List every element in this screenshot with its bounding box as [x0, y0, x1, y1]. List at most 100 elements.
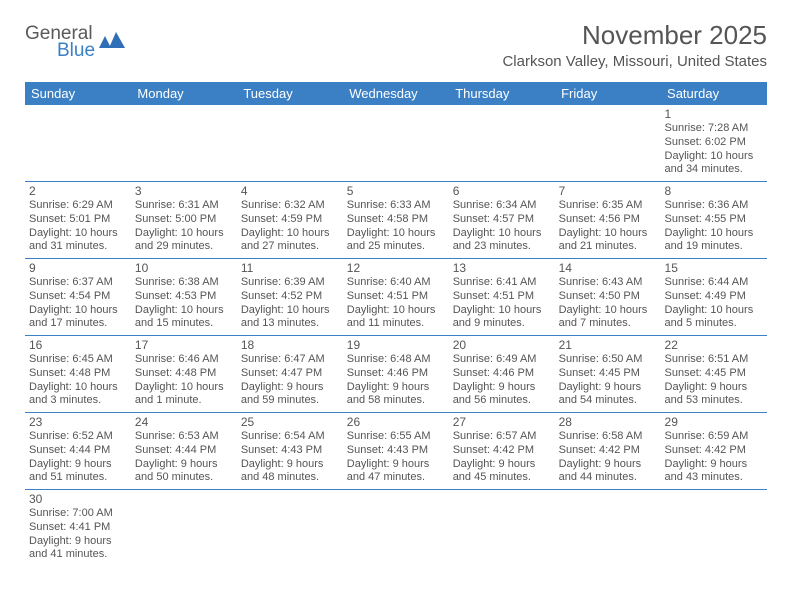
sunrise-text: Sunrise: 6:48 AM — [347, 353, 445, 367]
daylight-text: Daylight: 9 hours and 43 minutes. — [665, 458, 763, 486]
day-data: Sunrise: 6:34 AMSunset: 4:57 PMDaylight:… — [453, 199, 551, 254]
day-number: 19 — [347, 338, 445, 352]
daylight-text: Daylight: 10 hours and 23 minutes. — [453, 227, 551, 255]
calendar-cell: 12Sunrise: 6:40 AMSunset: 4:51 PMDayligh… — [343, 259, 449, 336]
calendar-cell — [555, 105, 661, 182]
calendar-cell: 10Sunrise: 6:38 AMSunset: 4:53 PMDayligh… — [131, 259, 237, 336]
day-number: 14 — [559, 261, 657, 275]
daylight-text: Daylight: 10 hours and 13 minutes. — [241, 304, 339, 332]
day-number: 15 — [665, 261, 763, 275]
sunset-text: Sunset: 4:43 PM — [347, 444, 445, 458]
sunrise-text: Sunrise: 7:28 AM — [665, 122, 763, 136]
sunset-text: Sunset: 5:00 PM — [135, 213, 233, 227]
sunrise-text: Sunrise: 6:31 AM — [135, 199, 233, 213]
day-data: Sunrise: 6:29 AMSunset: 5:01 PMDaylight:… — [29, 199, 127, 254]
sunset-text: Sunset: 4:57 PM — [453, 213, 551, 227]
day-data: Sunrise: 6:51 AMSunset: 4:45 PMDaylight:… — [665, 353, 763, 408]
daylight-text: Daylight: 10 hours and 19 minutes. — [665, 227, 763, 255]
daylight-text: Daylight: 10 hours and 9 minutes. — [453, 304, 551, 332]
day-data: Sunrise: 6:39 AMSunset: 4:52 PMDaylight:… — [241, 276, 339, 331]
calendar-cell: 21Sunrise: 6:50 AMSunset: 4:45 PMDayligh… — [555, 336, 661, 413]
daylight-text: Daylight: 10 hours and 17 minutes. — [29, 304, 127, 332]
calendar-cell: 24Sunrise: 6:53 AMSunset: 4:44 PMDayligh… — [131, 413, 237, 490]
brand-blue: Blue — [57, 41, 95, 60]
calendar-row: 16Sunrise: 6:45 AMSunset: 4:48 PMDayligh… — [25, 336, 767, 413]
sunrise-text: Sunrise: 6:47 AM — [241, 353, 339, 367]
calendar-cell: 29Sunrise: 6:59 AMSunset: 4:42 PMDayligh… — [661, 413, 767, 490]
calendar-cell: 26Sunrise: 6:55 AMSunset: 4:43 PMDayligh… — [343, 413, 449, 490]
calendar-cell — [343, 490, 449, 567]
sunset-text: Sunset: 4:50 PM — [559, 290, 657, 304]
sunset-text: Sunset: 4:43 PM — [241, 444, 339, 458]
sunset-text: Sunset: 4:46 PM — [347, 367, 445, 381]
daylight-text: Daylight: 10 hours and 29 minutes. — [135, 227, 233, 255]
sunrise-text: Sunrise: 6:33 AM — [347, 199, 445, 213]
weekday-header-row: Sunday Monday Tuesday Wednesday Thursday… — [25, 82, 767, 105]
calendar-row: 23Sunrise: 6:52 AMSunset: 4:44 PMDayligh… — [25, 413, 767, 490]
day-number: 27 — [453, 415, 551, 429]
daylight-text: Daylight: 10 hours and 25 minutes. — [347, 227, 445, 255]
day-data: Sunrise: 7:28 AMSunset: 6:02 PMDaylight:… — [665, 122, 763, 177]
sunset-text: Sunset: 4:45 PM — [559, 367, 657, 381]
calendar-cell — [131, 105, 237, 182]
day-data: Sunrise: 6:49 AMSunset: 4:46 PMDaylight:… — [453, 353, 551, 408]
calendar-cell: 14Sunrise: 6:43 AMSunset: 4:50 PMDayligh… — [555, 259, 661, 336]
daylight-text: Daylight: 10 hours and 31 minutes. — [29, 227, 127, 255]
weekday-header: Saturday — [661, 82, 767, 105]
sunset-text: Sunset: 4:55 PM — [665, 213, 763, 227]
sunset-text: Sunset: 4:47 PM — [241, 367, 339, 381]
sunset-text: Sunset: 4:51 PM — [347, 290, 445, 304]
calendar-cell — [449, 490, 555, 567]
day-data: Sunrise: 6:53 AMSunset: 4:44 PMDaylight:… — [135, 430, 233, 485]
daylight-text: Daylight: 9 hours and 48 minutes. — [241, 458, 339, 486]
calendar-cell — [449, 105, 555, 182]
sunset-text: Sunset: 4:54 PM — [29, 290, 127, 304]
sunset-text: Sunset: 4:42 PM — [453, 444, 551, 458]
calendar-cell: 25Sunrise: 6:54 AMSunset: 4:43 PMDayligh… — [237, 413, 343, 490]
calendar-cell — [237, 105, 343, 182]
day-number: 20 — [453, 338, 551, 352]
day-number: 7 — [559, 184, 657, 198]
calendar-cell: 19Sunrise: 6:48 AMSunset: 4:46 PMDayligh… — [343, 336, 449, 413]
day-number: 21 — [559, 338, 657, 352]
sunset-text: Sunset: 4:53 PM — [135, 290, 233, 304]
calendar-row: 30Sunrise: 7:00 AMSunset: 4:41 PMDayligh… — [25, 490, 767, 567]
sunset-text: Sunset: 6:02 PM — [665, 136, 763, 150]
sunrise-text: Sunrise: 6:29 AM — [29, 199, 127, 213]
sunset-text: Sunset: 4:48 PM — [135, 367, 233, 381]
calendar-cell — [25, 105, 131, 182]
calendar-cell — [343, 105, 449, 182]
weekday-header: Friday — [555, 82, 661, 105]
sunrise-text: Sunrise: 6:57 AM — [453, 430, 551, 444]
calendar-cell: 16Sunrise: 6:45 AMSunset: 4:48 PMDayligh… — [25, 336, 131, 413]
calendar-row: 2Sunrise: 6:29 AMSunset: 5:01 PMDaylight… — [25, 182, 767, 259]
sunrise-text: Sunrise: 6:44 AM — [665, 276, 763, 290]
calendar-cell: 9Sunrise: 6:37 AMSunset: 4:54 PMDaylight… — [25, 259, 131, 336]
calendar-cell: 5Sunrise: 6:33 AMSunset: 4:58 PMDaylight… — [343, 182, 449, 259]
calendar-cell: 8Sunrise: 6:36 AMSunset: 4:55 PMDaylight… — [661, 182, 767, 259]
day-number: 8 — [665, 184, 763, 198]
day-data: Sunrise: 6:58 AMSunset: 4:42 PMDaylight:… — [559, 430, 657, 485]
daylight-text: Daylight: 10 hours and 11 minutes. — [347, 304, 445, 332]
sunrise-text: Sunrise: 6:34 AM — [453, 199, 551, 213]
calendar-cell: 7Sunrise: 6:35 AMSunset: 4:56 PMDaylight… — [555, 182, 661, 259]
day-data: Sunrise: 6:50 AMSunset: 4:45 PMDaylight:… — [559, 353, 657, 408]
sunrise-text: Sunrise: 6:54 AM — [241, 430, 339, 444]
day-number: 1 — [665, 107, 763, 121]
daylight-text: Daylight: 10 hours and 15 minutes. — [135, 304, 233, 332]
daylight-text: Daylight: 10 hours and 7 minutes. — [559, 304, 657, 332]
day-number: 4 — [241, 184, 339, 198]
sunrise-text: Sunrise: 6:52 AM — [29, 430, 127, 444]
calendar-cell: 28Sunrise: 6:58 AMSunset: 4:42 PMDayligh… — [555, 413, 661, 490]
calendar-cell — [237, 490, 343, 567]
sunset-text: Sunset: 4:41 PM — [29, 521, 127, 535]
day-number: 29 — [665, 415, 763, 429]
calendar-cell: 20Sunrise: 6:49 AMSunset: 4:46 PMDayligh… — [449, 336, 555, 413]
sunset-text: Sunset: 4:52 PM — [241, 290, 339, 304]
sunrise-text: Sunrise: 6:37 AM — [29, 276, 127, 290]
calendar-cell: 13Sunrise: 6:41 AMSunset: 4:51 PMDayligh… — [449, 259, 555, 336]
sunset-text: Sunset: 5:01 PM — [29, 213, 127, 227]
weekday-header: Monday — [131, 82, 237, 105]
day-data: Sunrise: 6:32 AMSunset: 4:59 PMDaylight:… — [241, 199, 339, 254]
day-number: 3 — [135, 184, 233, 198]
